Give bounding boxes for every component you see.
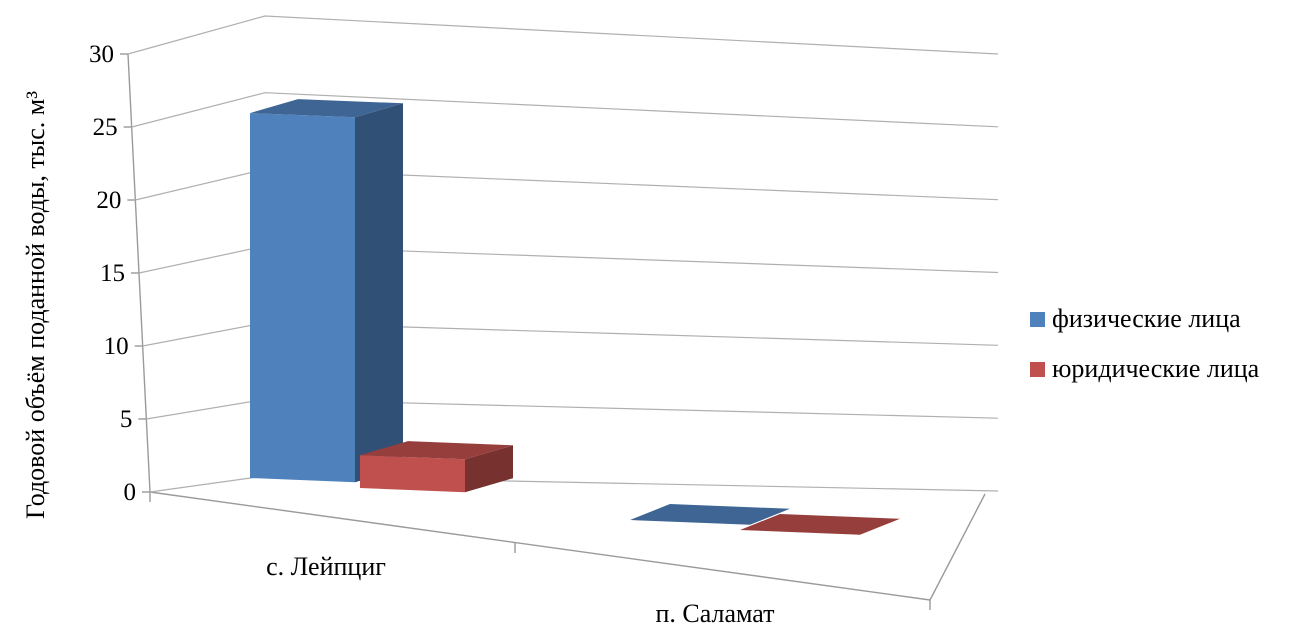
y-tick-label: 15: [100, 260, 125, 287]
y-axis-label: Годовой объём поданной воды, тыс. м³: [21, 91, 50, 519]
y-tick-label: 10: [104, 333, 129, 360]
x-axis-line: [149, 491, 931, 601]
legend: физические лица юридические лица: [1030, 304, 1260, 383]
bar-top: [740, 514, 900, 535]
y-tick-label: 25: [93, 114, 118, 141]
bar-side: [355, 103, 403, 483]
gridline: [131, 92, 999, 128]
bar: [630, 504, 790, 525]
y-tick-label: 5: [120, 406, 133, 433]
bar-top: [630, 504, 790, 525]
y-tick-label: 0: [124, 479, 137, 506]
floor-right-edge: [929, 493, 986, 601]
legend-swatch: [1030, 362, 1045, 377]
y-tick-label: 30: [89, 41, 114, 68]
gridline: [127, 15, 999, 55]
y-tick-labels: 0 5 10 15 20 25 30: [89, 41, 136, 506]
x-category-label: п. Саламат: [655, 599, 774, 628]
bar-top: [250, 99, 403, 118]
bar-front: [250, 113, 355, 483]
legend-label: физические лица: [1052, 304, 1241, 333]
legend-swatch: [1030, 312, 1045, 327]
bar: [250, 99, 403, 483]
bars: [250, 99, 900, 535]
bar: [360, 441, 513, 493]
legend-label: юридические лица: [1052, 354, 1260, 383]
y-tick-label: 20: [96, 187, 121, 214]
x-category-labels: с. Лейпциг п. Саламат: [266, 552, 774, 628]
bar-front: [360, 455, 465, 493]
x-category-label: с. Лейпциг: [266, 552, 386, 581]
bar-top: [360, 441, 513, 460]
bar-side: [465, 445, 513, 493]
bar: [740, 514, 900, 535]
